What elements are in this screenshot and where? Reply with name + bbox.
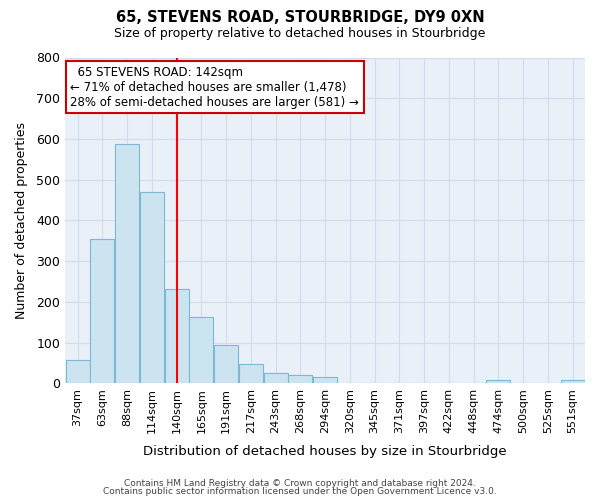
Bar [487, 380, 511, 384]
Bar [140, 192, 164, 384]
Bar [289, 376, 313, 384]
Text: 65, STEVENS ROAD, STOURBRIDGE, DY9 0XN: 65, STEVENS ROAD, STOURBRIDGE, DY9 0XN [116, 10, 484, 25]
Bar [164, 289, 188, 384]
Text: Size of property relative to detached houses in Stourbridge: Size of property relative to detached ho… [115, 28, 485, 40]
Bar [65, 360, 89, 384]
X-axis label: Distribution of detached houses by size in Stourbridge: Distribution of detached houses by size … [143, 444, 507, 458]
Bar [560, 380, 584, 384]
Bar [115, 144, 139, 384]
Bar [263, 373, 287, 384]
Text: 65 STEVENS ROAD: 142sqm
← 71% of detached houses are smaller (1,478)
28% of semi: 65 STEVENS ROAD: 142sqm ← 71% of detache… [70, 66, 359, 108]
Bar [239, 364, 263, 384]
Bar [313, 378, 337, 384]
Text: Contains public sector information licensed under the Open Government Licence v3: Contains public sector information licen… [103, 487, 497, 496]
Text: Contains HM Land Registry data © Crown copyright and database right 2024.: Contains HM Land Registry data © Crown c… [124, 478, 476, 488]
Bar [190, 317, 214, 384]
Bar [91, 239, 115, 384]
Bar [214, 344, 238, 384]
Y-axis label: Number of detached properties: Number of detached properties [15, 122, 28, 319]
